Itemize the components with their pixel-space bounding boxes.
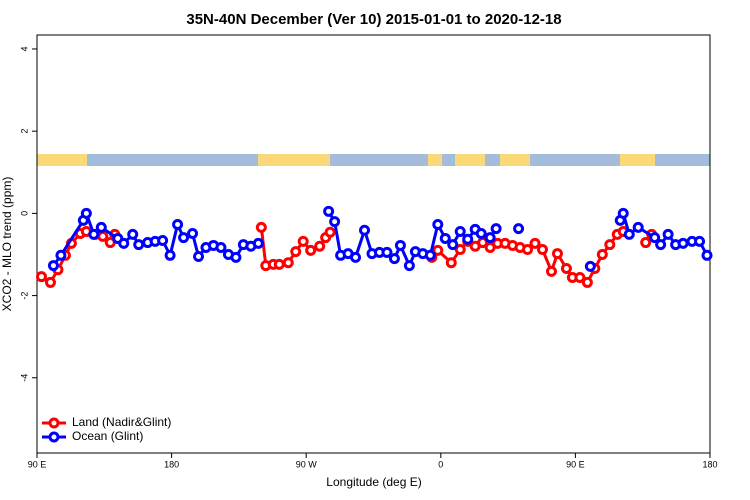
x-tick-label: 90 E	[28, 459, 47, 469]
data-point	[424, 249, 436, 261]
legend-marker	[48, 431, 60, 443]
x-tick-label: 90 E	[566, 459, 585, 469]
data-point	[545, 265, 557, 277]
data-point	[297, 235, 309, 247]
data-point	[255, 221, 267, 233]
x-tick-label: 180	[702, 459, 717, 469]
data-point	[403, 260, 415, 272]
data-point	[662, 228, 674, 240]
data-point	[314, 240, 326, 252]
data-point	[574, 271, 586, 283]
data-point	[655, 239, 667, 251]
data-point	[187, 228, 199, 240]
data-point	[88, 228, 100, 240]
data-point	[47, 260, 59, 272]
data-point	[432, 244, 444, 256]
data-point	[560, 262, 572, 274]
data-point	[359, 224, 371, 236]
data-point	[694, 235, 706, 247]
data-point	[193, 251, 205, 263]
data-point	[551, 248, 563, 260]
data-point	[230, 251, 242, 263]
legend-label: Land (Nadir&Glint)	[72, 415, 171, 429]
x-tick-label: 180	[164, 459, 179, 469]
data-point	[215, 241, 227, 253]
data-point	[118, 237, 130, 249]
y-axis-label: XCO2 - MLO trend (ppm)	[0, 177, 14, 312]
data-point	[447, 239, 459, 251]
chart-title: 35N-40N December (Ver 10) 2015-01-01 to …	[186, 11, 561, 28]
data-point	[282, 257, 294, 269]
data-point	[350, 251, 362, 263]
data-point	[454, 244, 466, 256]
data-point	[617, 207, 629, 219]
data-point	[290, 246, 302, 258]
data-point	[133, 239, 145, 251]
data-point	[484, 232, 496, 244]
data-point	[490, 223, 502, 235]
y-tick-label: 4	[19, 46, 29, 51]
data-point	[632, 221, 644, 233]
data-point	[388, 253, 400, 265]
data-point	[529, 237, 541, 249]
plot-frame	[36, 34, 711, 454]
data-point	[157, 235, 169, 247]
y-tick-label: 0	[19, 211, 29, 216]
data-point	[462, 233, 474, 245]
data-point	[44, 276, 56, 288]
y-tick-label: 2	[19, 129, 29, 134]
legend-label: Ocean (Glint)	[72, 429, 143, 443]
legend-marker	[48, 417, 60, 429]
data-point	[394, 239, 406, 251]
data-point	[445, 257, 457, 269]
data-point	[80, 207, 92, 219]
data-point	[252, 237, 264, 249]
data-point	[35, 271, 47, 283]
data-point	[596, 248, 608, 260]
data-point	[439, 232, 451, 244]
data-point	[172, 218, 184, 230]
data-point	[273, 258, 285, 270]
data-point	[178, 232, 190, 244]
y-tick-label: -4	[19, 374, 29, 382]
data-point	[677, 237, 689, 249]
data-point	[584, 260, 596, 272]
data-point	[324, 226, 336, 238]
data-point	[381, 246, 393, 258]
data-point	[701, 249, 713, 261]
data-point	[329, 216, 341, 228]
data-point	[522, 244, 534, 256]
data-point	[432, 218, 444, 230]
x-axis-label: Longitude (deg E)	[326, 475, 421, 489]
data-point	[604, 239, 616, 251]
y-tick-label: -2	[19, 292, 29, 300]
data-point	[305, 244, 317, 256]
land-ocean-strip	[37, 154, 710, 166]
series-line	[430, 230, 624, 285]
data-point	[640, 237, 652, 249]
x-tick-label: 0	[438, 459, 443, 469]
data-point	[55, 249, 67, 261]
data-point	[581, 276, 593, 288]
data-point	[97, 230, 109, 242]
data-point	[623, 228, 635, 240]
data-point	[323, 205, 335, 217]
data-point	[95, 221, 107, 233]
x-tick-label: 90 W	[296, 459, 318, 469]
data-point	[164, 249, 176, 261]
data-point	[127, 228, 139, 240]
data-point	[454, 225, 466, 237]
data-point	[536, 244, 548, 256]
data-point	[649, 232, 661, 244]
data-point	[475, 228, 487, 240]
data-point	[513, 223, 525, 235]
